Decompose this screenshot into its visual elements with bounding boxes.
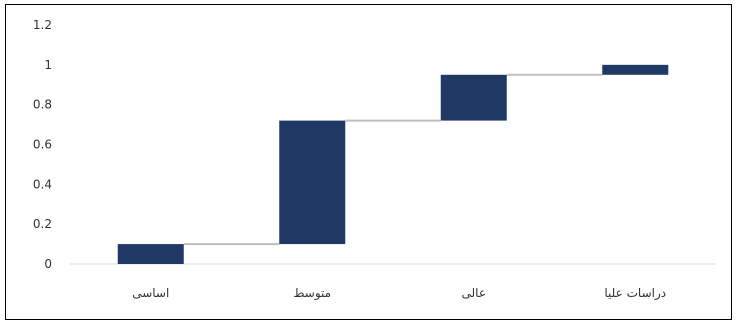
bar <box>279 120 346 245</box>
connector-lines <box>183 73 603 246</box>
y-tick-label: 0.6 <box>33 138 52 152</box>
y-tick-label: 0 <box>44 257 52 271</box>
bar <box>117 244 184 264</box>
bar <box>602 64 669 75</box>
x-axis-labels: اساسی متوسط عالی دراسات علیا <box>132 286 666 301</box>
y-tick-label: 0.2 <box>33 217 52 231</box>
y-tick-label: 1 <box>44 58 52 72</box>
y-axis-labels: 0 0.2 0.4 0.6 0.8 1 1.2 <box>33 18 52 271</box>
y-tick-label: 1.2 <box>33 18 52 32</box>
y-tick-label: 0.8 <box>33 98 52 112</box>
x-category-label: عالی <box>462 286 486 300</box>
y-tick-label: 0.4 <box>33 177 52 191</box>
chart-frame <box>5 4 732 320</box>
bar <box>440 74 507 121</box>
x-category-label: متوسط <box>293 286 331 301</box>
x-category-label: اساسی <box>132 286 169 300</box>
x-category-label: دراسات علیا <box>604 286 666 301</box>
bars <box>117 64 669 264</box>
